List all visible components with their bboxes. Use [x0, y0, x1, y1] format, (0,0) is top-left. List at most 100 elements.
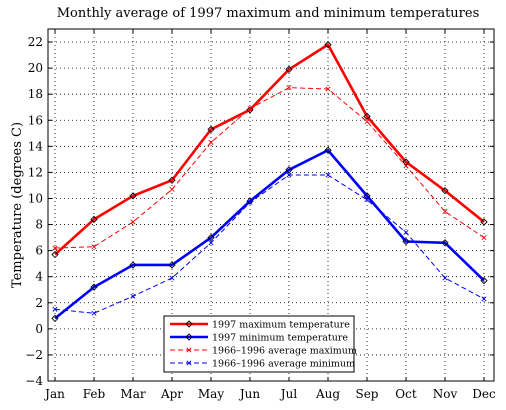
data-point-stroke [130, 219, 136, 225]
data-point [285, 166, 293, 174]
legend-entry-label: 1966–1996 average minimum [212, 359, 355, 370]
data-point-stroke [442, 209, 448, 215]
series-line-2 [54, 148, 485, 320]
y-tick-label: −2 [25, 348, 43, 362]
data-point [169, 275, 175, 281]
data-point-stroke [403, 163, 409, 169]
data-point [168, 176, 176, 184]
data-point [403, 163, 409, 169]
y-tick-label: −4 [25, 374, 43, 388]
y-tick-label: 6 [35, 244, 43, 258]
series-line-3 [54, 87, 485, 249]
data-point-stroke [52, 245, 58, 251]
legend-entry-label: 1966–1996 average maximum [212, 346, 357, 357]
data-point-stroke [91, 310, 97, 316]
legend-marker-stroke [186, 347, 192, 353]
data-point [52, 306, 58, 312]
data-point [363, 192, 371, 200]
legend-marker [186, 360, 192, 366]
data-point [129, 261, 137, 269]
data-point-stroke [208, 240, 214, 246]
data-point [364, 119, 370, 125]
data-point [247, 106, 253, 112]
data-point [480, 218, 488, 226]
series-line-4 [54, 174, 485, 314]
data-point [441, 239, 449, 247]
legend-marker [185, 333, 193, 341]
chart-title: Monthly average of 1997 maximum and mini… [57, 6, 480, 21]
legend: 1997 maximum temperature 1997 minimum tem… [163, 315, 357, 373]
x-tick-label: May [198, 387, 224, 401]
grid-lines [48, 29, 494, 381]
data-point [363, 112, 371, 120]
data-point [286, 172, 292, 178]
data-point-stroke [247, 106, 253, 112]
series-lines [51, 41, 488, 323]
legend-entry-label: 1997 maximum temperature [212, 320, 350, 331]
data-point [207, 233, 215, 242]
data-point [285, 65, 293, 74]
legend-marker-stroke [186, 360, 192, 366]
y-tick-label: 2 [35, 296, 43, 310]
x-tick-label: Jan [43, 387, 65, 401]
data-point [402, 158, 410, 166]
data-point-stroke [169, 186, 175, 192]
data-point [52, 245, 58, 251]
y-tick-label: 8 [35, 218, 43, 232]
y-tick-label: 14 [28, 139, 44, 153]
data-point [208, 240, 214, 246]
data-point [91, 310, 97, 316]
data-point [169, 186, 175, 192]
data-point-stroke [481, 296, 487, 302]
data-point [130, 293, 136, 299]
axis-ticks: −4 −2 0 2 4 6 8 10 12 14 16 18 20 22 Jan Feb Mar Apr May Ju… [25, 29, 496, 401]
data-point [90, 215, 98, 223]
data-point [325, 172, 331, 178]
data-point [325, 86, 331, 92]
data-point-stroke [481, 235, 487, 241]
data-point-stroke [286, 172, 292, 178]
x-tick-label: Jun [238, 387, 261, 401]
y-tick-label: 22 [28, 35, 43, 49]
legend-marker [186, 347, 192, 353]
y-tick-label: 16 [28, 113, 43, 127]
data-point-stroke [442, 275, 448, 281]
x-tick-label: Dec [472, 387, 496, 401]
data-point [90, 283, 98, 291]
data-point-stroke [325, 86, 331, 92]
data-point [481, 296, 487, 302]
y-tick-label: 4 [35, 270, 43, 284]
plot-border [47, 28, 495, 382]
data-point-stroke [91, 244, 97, 250]
data-point-stroke [364, 197, 370, 203]
data-point [286, 85, 292, 91]
data-point-stroke [286, 85, 292, 91]
x-tick-label: Jul [279, 387, 298, 401]
data-point-stroke [52, 306, 58, 312]
data-point [51, 314, 59, 323]
data-point [130, 219, 136, 225]
series-line-1 [54, 43, 485, 256]
data-point [442, 209, 448, 215]
data-point [247, 199, 253, 205]
data-point [481, 235, 487, 241]
data-point-stroke [130, 293, 136, 299]
y-tick-label: 12 [28, 165, 43, 179]
x-tick-label: Feb [83, 387, 106, 401]
data-point-stroke [364, 119, 370, 125]
y-tick-label: 0 [35, 322, 43, 336]
data-point [91, 244, 97, 250]
data-point [168, 261, 176, 269]
legend-entry-label: 1997 minimum temperature [212, 333, 348, 344]
data-point [246, 106, 254, 114]
x-tick-label: Apr [160, 387, 183, 401]
data-point [208, 139, 214, 145]
data-point [129, 192, 137, 200]
y-axis-label: Temperature (degrees C) [10, 122, 25, 288]
x-tick-label: Sep [355, 387, 378, 401]
data-point [480, 276, 488, 285]
data-point-stroke [403, 229, 409, 235]
data-point-stroke [169, 275, 175, 281]
